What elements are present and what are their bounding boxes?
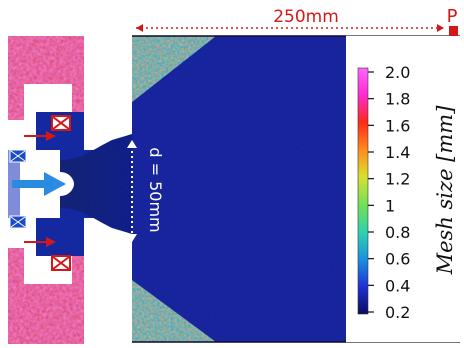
colorbar-tick-label: 1.6 [385, 116, 410, 135]
colorbar-tick-label: 0.4 [385, 276, 410, 295]
colorbar-tick-label: 2.0 [385, 63, 410, 82]
colorbar-tick-label: 1 [385, 196, 395, 215]
combustion-chamber [132, 35, 460, 343]
fuel-jet-lower-arrow [24, 237, 56, 247]
colorbar-ticks: 2.0 1.8 1.6 1.4 1.2 1 0.8 0.6 0.4 0.2 [368, 63, 410, 322]
colorbar-tick-label: 1.2 [385, 170, 410, 189]
injector-lower-icon [51, 255, 71, 271]
colorbar-gradient [357, 67, 369, 315]
fuel-jet-upper-arrow [24, 131, 56, 141]
colorbar-tick-label: 0.8 [385, 223, 410, 242]
colorbar-title: Mesh size [mm] [433, 105, 457, 276]
length-dimension: 250mm [136, 7, 444, 32]
colorbar-tick-label: 1.8 [385, 90, 410, 109]
colorbar: 2.0 1.8 1.6 1.4 1.2 1 0.8 0.6 0.4 0.2 Mesh size [… [346, 36, 464, 342]
diameter-label: d = 50mm [146, 147, 165, 232]
colorbar-tick-label: 0.6 [385, 250, 410, 269]
swirl-slot-upper-icon [9, 149, 27, 163]
length-dimension-label: 250mm [273, 7, 339, 27]
colorbar-tick-label: 1.4 [385, 143, 410, 162]
injector-upper-icon [51, 115, 71, 131]
outer-recirculation-zone-bottom [132, 280, 216, 342]
probe-marker: P [447, 6, 458, 40]
swirl-slot-lower-icon [9, 215, 27, 229]
outer-recirculation-zone-top [132, 36, 216, 102]
colorbar-tick-label: 0.2 [385, 303, 410, 322]
diameter-dimension: d = 50mm [127, 140, 165, 242]
burner-lower-plenum [8, 216, 84, 344]
inlet-arrow [12, 172, 66, 196]
probe-label: P [447, 6, 458, 27]
